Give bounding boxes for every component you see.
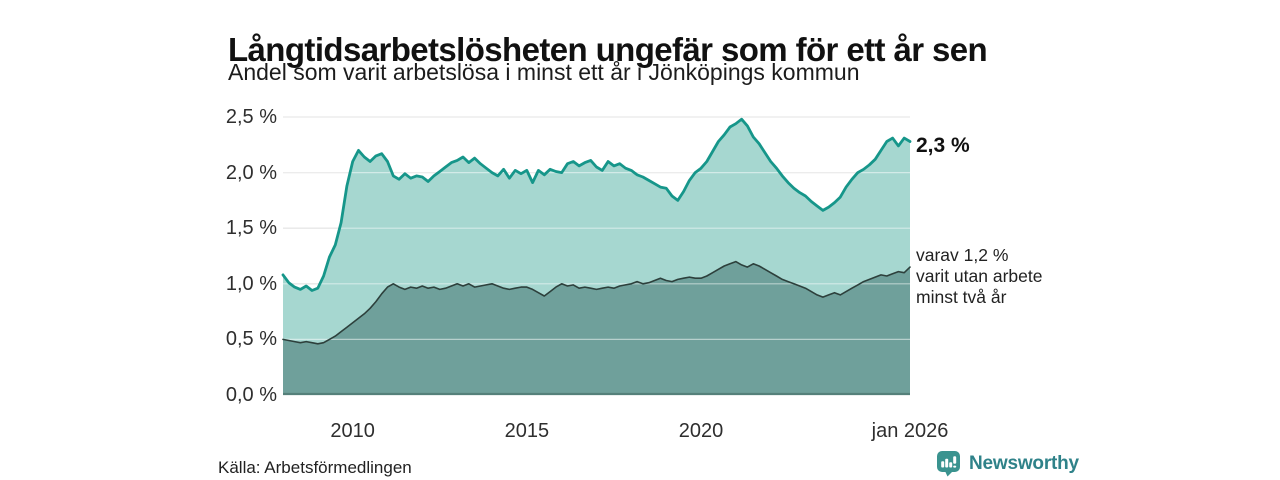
subset-annotation: varav 1,2 % varit utan arbete minst två … — [916, 245, 1042, 308]
subset-annotation-line: minst två år — [916, 287, 1007, 307]
plot-area — [281, 116, 912, 396]
subset-annotation-line: varit utan arbete — [916, 266, 1043, 286]
page-title: Långtidsarbetslösheten ungefär som för e… — [228, 31, 988, 69]
x-tick-label: 2010 — [330, 420, 375, 442]
brand-logo: Newsworthy — [936, 450, 1079, 477]
y-tick-label: 2,0 % — [225, 161, 277, 184]
subset-annotation-line: varav 1,2 % — [916, 245, 1009, 265]
y-tick-label: 1,0 % — [225, 272, 277, 295]
newsworthy-icon — [937, 451, 960, 477]
y-tick-label: 1,5 % — [225, 217, 277, 240]
y-tick-label: 0,5 % — [225, 328, 277, 351]
chart-subtitle: Andel som varit arbetslösa i minst ett å… — [228, 59, 860, 85]
source-credit: Källa: Arbetsförmedlingen — [218, 458, 412, 477]
series-two-year-line — [282, 260, 911, 345]
y-tick-label: 0,0 % — [225, 384, 277, 406]
brand-name: Newsworthy — [969, 452, 1079, 474]
x-tick-label: jan 2026 — [871, 420, 949, 442]
y-tick-label: 2,5 % — [225, 106, 277, 128]
x-tick-label: 2015 — [504, 420, 550, 442]
series-end-value-label: 2,3 % — [916, 134, 970, 157]
area-chart — [281, 116, 912, 396]
series-two-year-area — [283, 261, 910, 395]
series-total-line — [281, 117, 912, 292]
x-tick-label: 2020 — [678, 420, 724, 442]
